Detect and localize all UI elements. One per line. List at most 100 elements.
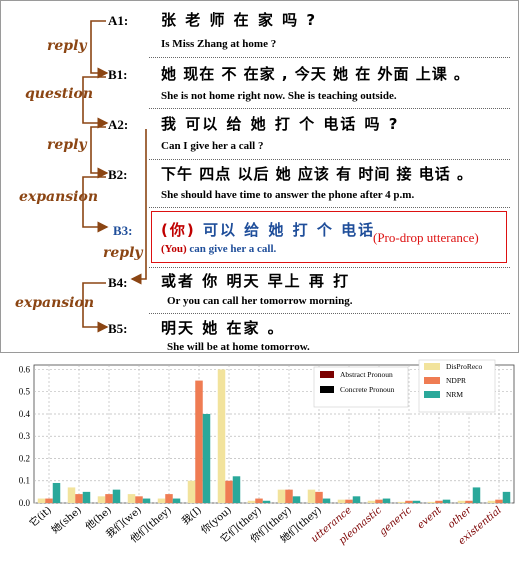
- speaker-a1: A1:: [108, 13, 129, 28]
- bar: [345, 499, 353, 503]
- bar: [322, 498, 331, 503]
- prodrop-highlight-box: [151, 211, 507, 263]
- bar: [157, 498, 166, 503]
- bar: [277, 489, 286, 503]
- bar: [397, 501, 406, 503]
- dropped-pronoun-zh: (你): [161, 221, 196, 239]
- relation-question: question: [25, 86, 94, 102]
- relation-expansion-1: expansion: [19, 189, 99, 205]
- y-tick-label: 0.3: [19, 431, 31, 441]
- bar: [382, 498, 391, 503]
- bar: [427, 501, 436, 503]
- bar: [195, 380, 203, 503]
- utterance-b3-zh: (你) 可以 给 她 打 个 电话: [161, 219, 375, 240]
- bar: [405, 500, 413, 503]
- bar: [232, 476, 241, 503]
- relation-expansion-2: expansion: [15, 295, 95, 311]
- utterance-b3-en: (You) can give her a call.: [161, 243, 276, 255]
- separator: [149, 207, 510, 208]
- y-tick-label: 0.5: [19, 387, 31, 397]
- separator: [149, 159, 510, 160]
- y-tick-label: 0.4: [19, 409, 31, 419]
- bar: [457, 500, 466, 503]
- x-tick-label: 它(it): [26, 503, 54, 529]
- relation-arrows: [82, 20, 147, 333]
- bar: [435, 500, 443, 503]
- speaker-b3: B3:: [113, 223, 133, 238]
- dropped-pronoun-en: (You): [161, 243, 187, 255]
- bar: [52, 482, 61, 503]
- dialogue-figure: reply question reply expansion reply exp…: [0, 0, 519, 353]
- utterance-b4-zh: 或者 你 明天 早上 再 打: [161, 272, 351, 290]
- utterance-a1-en: Is Miss Zhang at home ?: [161, 38, 277, 50]
- bar: [502, 491, 511, 503]
- bar: [165, 494, 173, 503]
- bar: [442, 499, 451, 503]
- bar: [472, 487, 481, 503]
- bar: [142, 498, 151, 503]
- y-tick-label: 0.6: [19, 364, 31, 374]
- utterance-b5-zh: 明天 她 在家 。: [161, 319, 285, 337]
- separator: [149, 267, 510, 268]
- pronoun-distribution-chart: 0.0 0.1 0.2 0.3 0.4 0.5 0.6 它(it) 她(she) 他(he) 我们(…: [0, 355, 519, 558]
- speaker-a2: A2:: [108, 117, 129, 132]
- utterance-b1-en: She is not home right now. She is teachi…: [161, 90, 397, 102]
- bar: [45, 498, 53, 503]
- utterance-b2-en: She should have time to answer the phone…: [161, 189, 415, 201]
- bar: [202, 413, 211, 503]
- utterance-a1-zh: 张 老 师 在 家 吗 ?: [161, 11, 318, 29]
- utterance-b4-en: Or you can call her tomorrow morning.: [167, 295, 353, 307]
- legend-label: NDPR: [446, 376, 466, 385]
- bar: [187, 480, 196, 503]
- bar: [127, 494, 136, 503]
- y-tick-label: 0.0: [19, 498, 31, 508]
- utterance-a2-en: Can I give her a call ?: [161, 140, 264, 152]
- separator: [149, 108, 510, 109]
- x-tick-label: generic: [378, 505, 415, 538]
- bar: [367, 500, 376, 503]
- legend-label: NRM: [446, 390, 463, 399]
- chart-canvas: 0.00.10.20.30.40.50.6它(it)她(she) 他(he)我们(…: [19, 359, 515, 547]
- bar: [247, 500, 256, 503]
- bar: [75, 494, 83, 503]
- prodrop-label: (Pro-drop utterance): [373, 230, 479, 245]
- bar: [352, 496, 361, 503]
- x-tick-label: event: [415, 504, 444, 531]
- legend-label: Abstract Pronoun: [340, 370, 393, 379]
- bar: [292, 496, 301, 503]
- speaker-b4: B4:: [108, 275, 128, 290]
- speaker-b1: B1:: [108, 67, 128, 82]
- bar: [412, 500, 421, 503]
- relation-reply-1: reply: [47, 38, 87, 54]
- bar: [465, 500, 473, 503]
- legend-label: DisProReco: [446, 362, 482, 371]
- relation-reply-2: reply: [47, 137, 87, 153]
- x-tick-label: 她(she): [49, 503, 84, 536]
- x-tick-label: 我(I): [180, 504, 204, 527]
- speaker-b5: B5:: [108, 321, 128, 336]
- utterance-b2-zh: 下午 四点 以后 她 应该 有 时间 接 电话 。: [161, 165, 474, 183]
- legend-swatch: [424, 377, 440, 384]
- bar: [135, 496, 143, 503]
- legend-label: Concrete Pronoun: [340, 385, 395, 394]
- y-tick-label: 0.2: [19, 453, 30, 463]
- bar: [487, 500, 496, 503]
- utterance-b5-en: She will be at home tomorrow.: [167, 341, 310, 353]
- separator: [149, 57, 510, 58]
- bar: [262, 500, 271, 503]
- bar: [285, 489, 293, 503]
- legend-swatch: [424, 391, 440, 398]
- bar: [82, 491, 91, 503]
- separator: [149, 313, 510, 314]
- legend-swatch: [320, 371, 334, 378]
- utterance-b1-zh: 她 现在 不 在家 , 今天 她 在 外面 上课 。: [161, 65, 470, 83]
- bar: [337, 499, 346, 503]
- bar: [217, 369, 226, 503]
- bar: [37, 498, 46, 503]
- bar: [375, 499, 383, 503]
- utterance-b3-zh-text: 可以 给 她 打 个 电话: [202, 221, 376, 239]
- y-tick-label: 0.1: [19, 476, 30, 486]
- bar: [255, 498, 263, 503]
- bar: [495, 499, 503, 503]
- relation-reply-3: reply: [103, 245, 143, 261]
